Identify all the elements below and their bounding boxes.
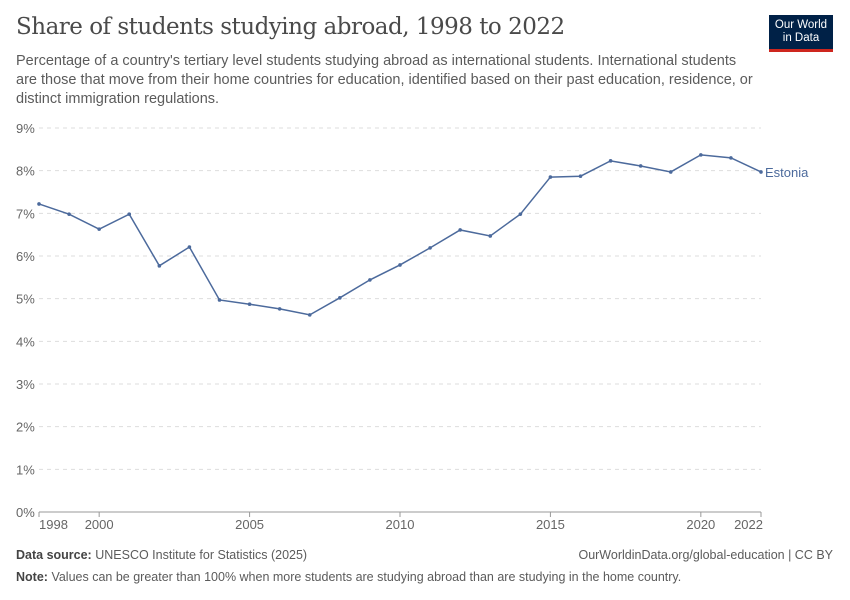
data-point (608, 159, 613, 163)
x-tick-label: 2015 (536, 517, 565, 532)
data-point (638, 164, 643, 168)
data-source: Data source: UNESCO Institute for Statis… (16, 548, 307, 562)
x-tick-label: 2010 (386, 517, 415, 532)
data-point (759, 170, 763, 174)
data-point (247, 302, 252, 307)
y-tick-label: 9% (16, 121, 35, 136)
data-point (37, 202, 41, 206)
data-point (398, 263, 402, 267)
data-point (217, 298, 222, 302)
y-tick-label: 7% (16, 206, 35, 221)
chart-note: Note: Values can be greater than 100% wh… (16, 570, 681, 584)
data-point (668, 170, 673, 174)
data-point (277, 307, 282, 311)
data-point (548, 175, 553, 179)
x-tick-label: 2022 (734, 517, 763, 532)
chart-title: Share of students studying abroad, 1998 … (16, 14, 565, 40)
data-point (127, 212, 132, 216)
y-tick-label: 2% (16, 420, 35, 435)
data-point (67, 212, 71, 216)
data-point (428, 246, 432, 250)
note-text: Values can be greater than 100% when mor… (51, 570, 682, 584)
note-label: Note: (16, 570, 48, 584)
source-label: Data source: (16, 548, 92, 562)
source-url[interactable]: OurWorldinData.org/global-education | CC… (578, 548, 833, 562)
y-tick-label: 1% (16, 462, 35, 477)
x-tick-label: 2000 (85, 517, 114, 532)
data-point (488, 234, 493, 238)
x-tick-label: 2005 (235, 517, 264, 532)
data-point (187, 245, 192, 249)
data-point (578, 174, 583, 179)
data-point (307, 313, 312, 317)
data-point (97, 227, 101, 231)
y-tick-label: 8% (16, 164, 35, 179)
data-point (518, 212, 523, 216)
owid-logo[interactable]: Our World in Data (769, 15, 833, 52)
data-point (729, 156, 733, 160)
chart-subtitle: Percentage of a country's tertiary level… (16, 53, 753, 107)
y-tick-label: 5% (16, 292, 35, 307)
data-point (338, 296, 342, 300)
series-label: Estonia (765, 165, 809, 180)
x-tick-label: 1998 (39, 517, 68, 532)
data-point (368, 278, 372, 282)
data-point (157, 264, 162, 268)
source-text[interactable]: UNESCO Institute for Statistics (2025) (95, 548, 308, 562)
x-tick-label: 2020 (686, 517, 715, 532)
y-tick-label: 6% (16, 249, 35, 264)
y-tick-label: 0% (16, 505, 35, 520)
y-tick-label: 3% (16, 377, 35, 392)
data-point (699, 153, 703, 157)
series-line-estonia (38, 154, 762, 316)
y-tick-label: 4% (16, 334, 35, 349)
data-point (458, 228, 462, 232)
